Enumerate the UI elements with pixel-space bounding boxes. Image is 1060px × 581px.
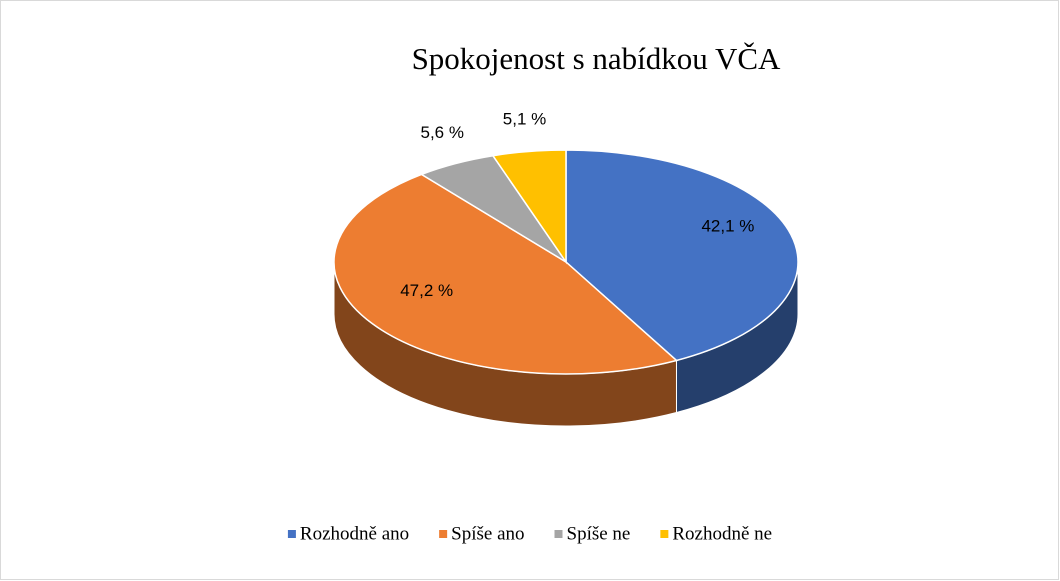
data-label: 42,1 % [701,217,754,236]
data-label: 47,2 % [400,281,453,300]
legend-label: Rozhodně ano [300,523,409,544]
legend-label: Spíše ano [451,523,524,544]
legend-swatch [554,530,563,538]
pie-slice [333,173,679,375]
legend-swatch [439,530,448,538]
data-label: 5,6 % [421,123,464,142]
chart-title: Spokojenost s nabídkou VČA [412,41,781,76]
legend-label: Spíše ne [567,523,631,544]
pie-slice [565,149,799,362]
legend-swatch [287,530,296,538]
legend-label: Rozhodně ne [672,523,772,544]
data-label: 5,1 % [503,110,546,129]
pie-slice [491,149,567,265]
legend-swatch [660,530,669,538]
